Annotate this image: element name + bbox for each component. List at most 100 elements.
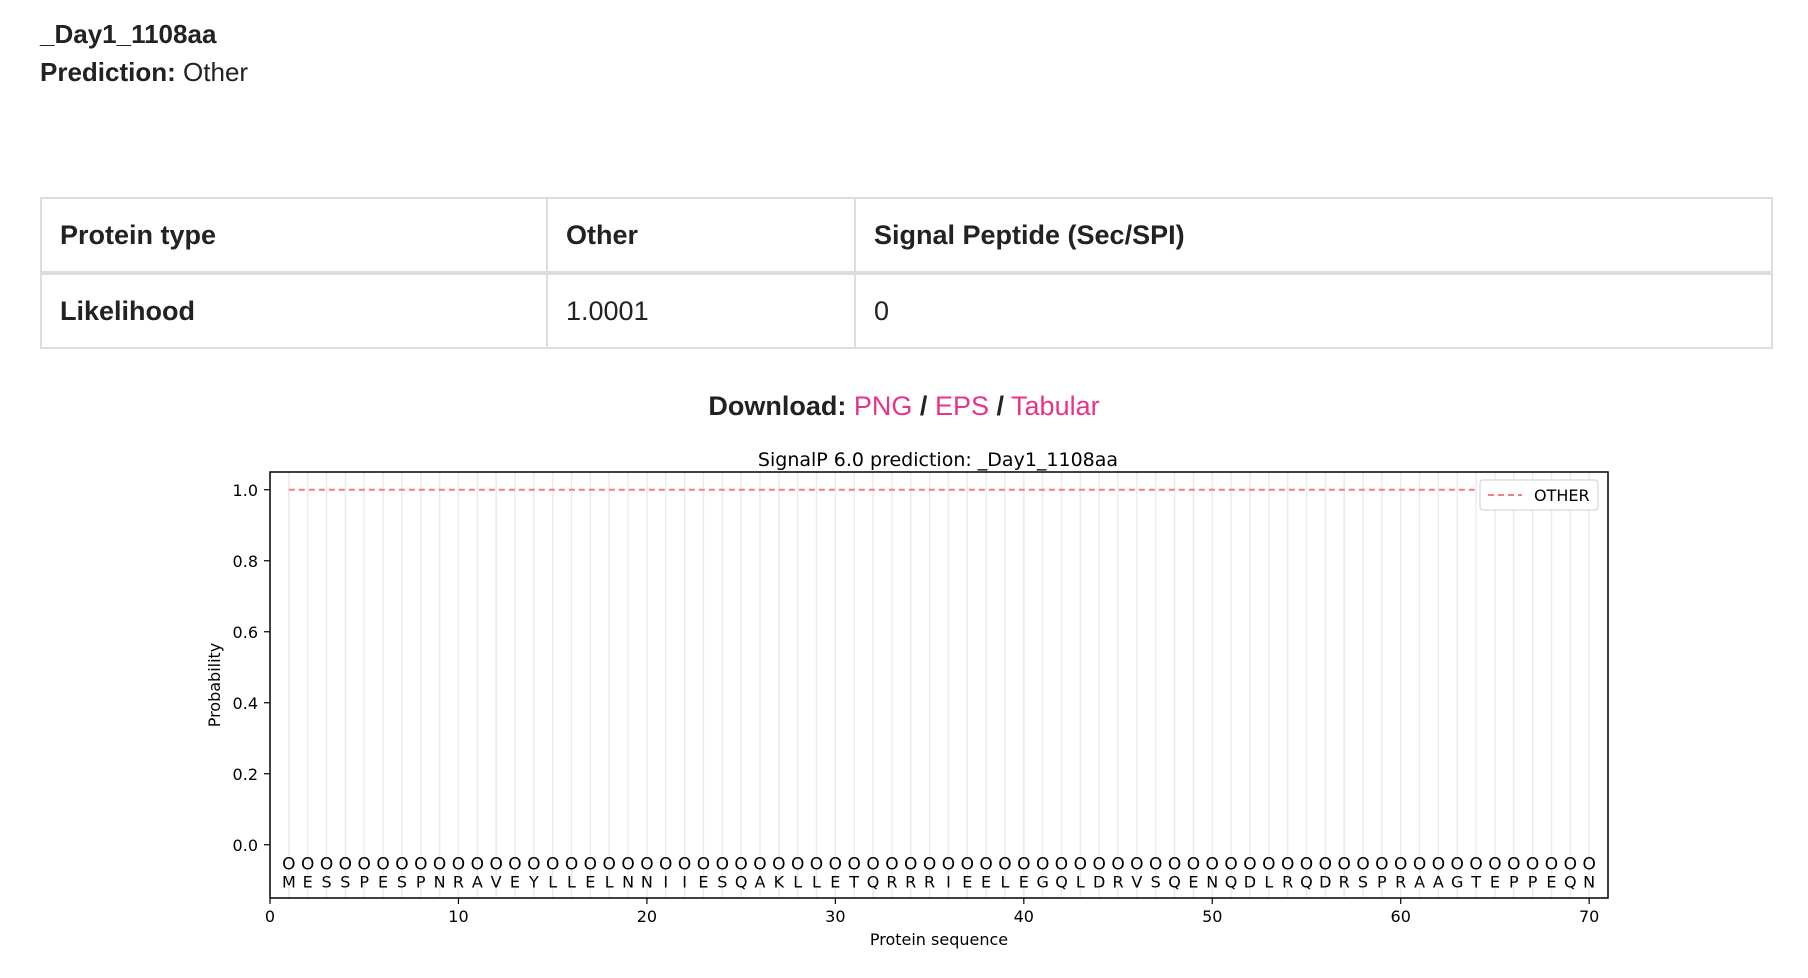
download-bar: Download: PNG / EPS / Tabular xyxy=(0,391,1808,422)
residue-label: N xyxy=(1583,872,1595,891)
residue-label: N xyxy=(1206,872,1218,891)
residue-label: D xyxy=(1244,872,1256,891)
region-marker: O xyxy=(1582,855,1595,875)
region-marker: O xyxy=(848,855,861,875)
region-marker: O xyxy=(1356,855,1369,875)
residue-label: P xyxy=(1509,872,1519,891)
y-tick-label: 0.6 xyxy=(233,623,258,642)
chart-title: SignalP 6.0 prediction: _Day1_1108aa xyxy=(758,449,1118,471)
residue-label: S xyxy=(717,872,727,891)
region-marker: O xyxy=(414,855,427,875)
region-marker: O xyxy=(339,855,352,875)
region-marker: O xyxy=(301,855,314,875)
table-header-signal-peptide: Signal Peptide (Sec/SPI) xyxy=(854,197,1773,275)
residue-label: E xyxy=(378,872,388,891)
region-marker: O xyxy=(678,855,691,875)
region-marker: O xyxy=(829,855,842,875)
region-marker: O xyxy=(1281,855,1294,875)
residue-label: S xyxy=(397,872,407,891)
result-header: _Day1_1108aa Prediction: Other xyxy=(40,14,248,90)
residue-label: E xyxy=(981,872,991,891)
residue-label: E xyxy=(698,872,708,891)
x-tick-label: 20 xyxy=(637,907,657,926)
region-marker: O xyxy=(753,855,766,875)
region-marker: O xyxy=(1224,855,1237,875)
prediction-value: Other xyxy=(183,57,249,87)
residue-label: D xyxy=(1319,872,1331,891)
region-marker: O xyxy=(923,855,936,875)
region-marker: O xyxy=(358,855,371,875)
region-marker: O xyxy=(1451,855,1464,875)
region-marker: O xyxy=(489,855,502,875)
likelihood-signal-peptide-value: 0 xyxy=(854,272,1773,349)
residue-label: A xyxy=(472,872,483,891)
region-marker: O xyxy=(659,855,672,875)
region-marker: O xyxy=(1074,855,1087,875)
residue-label: N xyxy=(641,872,653,891)
residue-label: S xyxy=(1358,872,1368,891)
region-marker: O xyxy=(376,855,389,875)
download-tabular-link[interactable]: Tabular xyxy=(1011,391,1100,421)
download-png-link[interactable]: PNG xyxy=(853,391,913,421)
region-marker: O xyxy=(904,855,917,875)
residue-label: E xyxy=(1546,872,1556,891)
residue-label: R xyxy=(1282,872,1293,891)
residue-label: S xyxy=(321,872,331,891)
download-label: Download: xyxy=(708,391,847,421)
region-marker: O xyxy=(527,855,540,875)
residue-label: L xyxy=(1264,872,1273,891)
table-row-label-likelihood: Likelihood xyxy=(40,272,548,349)
y-tick-label: 0.2 xyxy=(233,765,258,784)
residue-label: E xyxy=(585,872,595,891)
region-marker: O xyxy=(1300,855,1313,875)
residue-label: Q xyxy=(1225,872,1238,891)
residue-label: S xyxy=(1151,872,1161,891)
residue-label: Q xyxy=(1564,872,1577,891)
residue-label: M xyxy=(282,872,296,891)
residue-label: T xyxy=(848,872,859,891)
region-marker: O xyxy=(452,855,465,875)
region-marker: O xyxy=(942,855,955,875)
residue-label: A xyxy=(1414,872,1425,891)
y-axis-label: Probability xyxy=(205,643,224,728)
residue-label: I xyxy=(663,872,668,891)
residue-label: L xyxy=(1000,872,1009,891)
residue-label: T xyxy=(1470,872,1481,891)
residue-label: A xyxy=(1433,872,1444,891)
x-axis-ticks: 0 10 20 30 40 50 60 70 xyxy=(265,898,1599,926)
residue-label: N xyxy=(434,872,446,891)
x-tick-label: 0 xyxy=(265,907,275,926)
download-eps-link[interactable]: EPS xyxy=(934,391,989,421)
residue-label: G xyxy=(1036,872,1048,891)
region-marker: O xyxy=(471,855,484,875)
x-tick-label: 70 xyxy=(1579,907,1599,926)
x-tick-label: 40 xyxy=(1014,907,1034,926)
residue-label: D xyxy=(1093,872,1105,891)
residue-label: I xyxy=(682,872,687,891)
table-header-protein-type: Protein type xyxy=(40,197,548,275)
residue-label: L xyxy=(548,872,557,891)
region-marker: O xyxy=(961,855,974,875)
region-marker: O xyxy=(1149,855,1162,875)
region-marker: O xyxy=(716,855,729,875)
residue-label: P xyxy=(359,872,369,891)
region-marker: O xyxy=(697,855,710,875)
region-marker: O xyxy=(810,855,823,875)
region-marker: O xyxy=(772,855,785,875)
residue-label: E xyxy=(1490,872,1500,891)
plot-area-frame xyxy=(269,471,1609,899)
region-marker: O xyxy=(1488,855,1501,875)
region-marker: O xyxy=(1394,855,1407,875)
residue-label: I xyxy=(946,872,951,891)
region-marker: O xyxy=(1564,855,1577,875)
residue-label: E xyxy=(830,872,840,891)
region-marker: O xyxy=(1168,855,1181,875)
residue-label: Q xyxy=(1168,872,1181,891)
table-header-other: Other xyxy=(546,197,856,275)
region-marker: O xyxy=(1055,855,1068,875)
residue-label: G xyxy=(1451,872,1463,891)
download-separator: / xyxy=(919,391,928,421)
residue-label: P xyxy=(416,872,426,891)
region-marker: O xyxy=(584,855,597,875)
